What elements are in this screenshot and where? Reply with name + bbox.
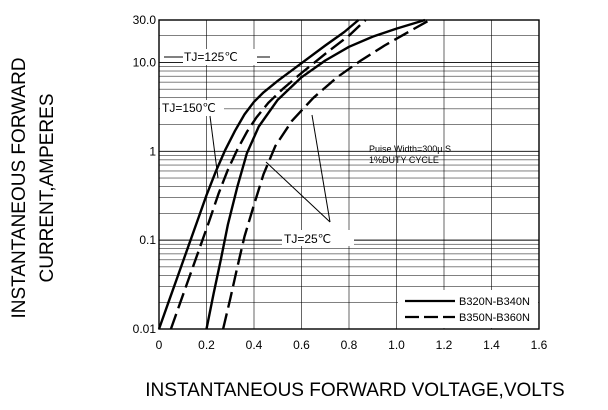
note-duty-cycle: 1%DUTY CYCLE (369, 155, 439, 165)
leader-tj-25-a (265, 161, 331, 223)
x-tick-label: 1.4 (483, 338, 500, 352)
annotation-tj-25: TJ=25℃ (284, 232, 331, 246)
y-axis-label: INSTANTANEOUS FORWARD CURRENT,AMPERES (9, 57, 58, 318)
x-tick-label: 1.6 (531, 338, 548, 352)
x-tick-label: 0 (156, 338, 163, 352)
y-tick-label: 1 (149, 144, 156, 158)
y-axis-label-line-1: INSTANTANEOUS FORWARD (9, 57, 30, 318)
x-tick-label: 1.2 (436, 338, 453, 352)
leader-tj-150 (209, 115, 219, 179)
y-tick-label: 0.01 (133, 322, 157, 336)
grid (159, 20, 539, 329)
series-line-b320n-b340n-2 (205, 18, 426, 330)
tick-labels: 0 0.2 0.4 0.6 0.8 1.0 1.2 1.4 1.6 0.01 0.1 1 10.0 30.… (133, 13, 548, 352)
annotation-tj-150: TJ=150℃ (162, 101, 216, 115)
x-tick-label: 0.6 (293, 338, 310, 352)
leader-tj-25-b (311, 114, 331, 223)
y-axis-label-line-2: CURRENT,AMPERES (37, 94, 58, 283)
annotations: TJ=125℃ TJ=150℃ TJ=25℃ Puise Width=300μ … (160, 49, 451, 246)
y-tick-label: 0.1 (139, 233, 156, 247)
annotation-tj-125: TJ=125℃ (184, 50, 238, 64)
plot-frame (158, 19, 540, 330)
series-line-b320n-b340n-0 (157, 19, 360, 330)
y-tick-label: 10.0 (133, 55, 157, 69)
legend: B320N-B340N B350N-B360N (398, 290, 538, 328)
series-line-b350n-b360n-3 (221, 18, 431, 330)
x-tick-label: 0.4 (246, 338, 263, 352)
x-tick-label: 0.8 (341, 338, 358, 352)
x-tick-label: 1.0 (388, 338, 405, 352)
note-pulse-width: Puise Width=300μ S (369, 144, 451, 154)
series-line-b350n-b360n-1 (169, 19, 367, 330)
x-axis-label: INSTANTANEOUS FORWARD VOLTAGE,VOLTS (145, 380, 564, 401)
legend-label-dashed: B350N-B360N (459, 312, 530, 324)
x-tick-label: 0.2 (198, 338, 215, 352)
curves (157, 18, 431, 330)
legend-label-solid: B320N-B340N (459, 296, 530, 308)
y-tick-label: 30.0 (133, 13, 157, 27)
